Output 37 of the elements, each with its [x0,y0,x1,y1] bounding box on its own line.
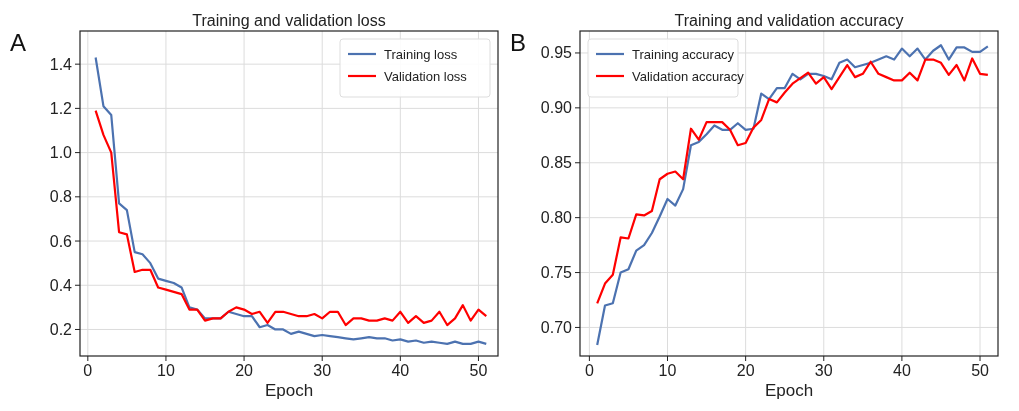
legend-label: Validation loss [384,69,468,84]
y-tick-label: 0.75 [540,264,573,282]
y-tick-label: 1.0 [49,144,73,162]
x-axis-title: Epoch [264,381,314,400]
y-tick-label: 0.70 [540,318,573,336]
y-tick-label: 0.85 [540,154,573,172]
x-tick-label: 20 [235,362,254,379]
y-tick-label: 0.90 [540,99,573,117]
x-tick-label: 30 [814,362,833,379]
y-tick-label: 0.8 [49,188,73,206]
chart-title: Training and validation loss [192,12,386,29]
x-tick-label: 50 [971,362,990,379]
text: B [510,29,527,56]
x-tick-label: 0 [83,362,93,379]
x-tick-label: 10 [157,362,175,379]
x-tick-label: 30 [313,362,332,379]
legend-label: Training accuracy [632,47,735,62]
x-tick-label: 10 [658,362,677,379]
y-tick-label: 0.80 [540,209,573,227]
x-tick-label: 40 [391,362,410,379]
x-tick-label: 0 [584,362,594,379]
y-tick-label: 0.2 [49,320,73,338]
x-tick-label: 50 [469,362,488,379]
y-tick-label: 1.4 [49,55,73,73]
text: A [10,29,27,56]
chart-title: Training and validation accuracy [674,12,904,29]
y-tick-label: 0.4 [49,276,73,294]
x-tick-label: 20 [736,362,755,379]
x-tick-label: 40 [893,362,911,379]
line-series [596,44,989,347]
y-tick-label: 1.2 [49,99,73,117]
y-tick-label: 0.6 [49,232,73,250]
x-axis-title: Epoch [764,381,814,400]
legend-label: Validation accuracy [632,69,745,84]
y-tick-label: 0.95 [540,44,573,62]
line-series [94,109,488,327]
legend-label: Training loss [384,47,458,62]
